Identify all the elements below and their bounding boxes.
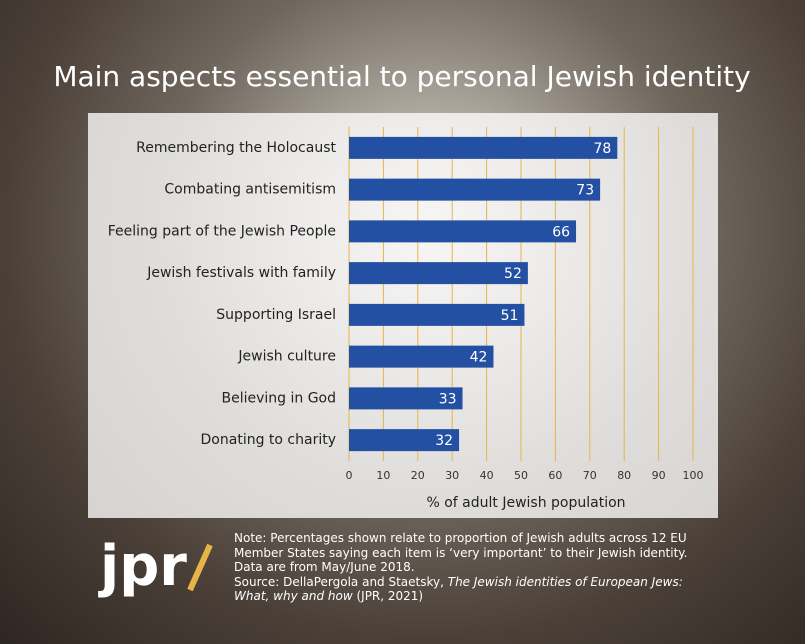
bar	[349, 387, 463, 410]
category-label: Supporting Israel	[216, 307, 336, 323]
bar	[349, 303, 525, 326]
chart-title: Main aspects essential to personal Jewis…	[53, 60, 750, 93]
value-label: 52	[504, 266, 522, 282]
source-suffix: (JPR, 2021)	[352, 589, 424, 603]
logo: jpr	[98, 534, 187, 599]
bar	[349, 262, 528, 285]
bar	[349, 178, 601, 201]
value-label: 33	[439, 391, 457, 407]
category-label: Believing in God	[221, 390, 336, 406]
category-label: Feeling part of the Jewish People	[108, 223, 336, 239]
x-tick-label: 20	[411, 469, 425, 482]
source-title: The Jewish identities of European Jews: …	[234, 574, 683, 604]
category-label: Remembering the Holocaust	[136, 140, 336, 156]
value-label: 51	[501, 308, 519, 324]
note-block: Note: Percentages shown relate to propor…	[234, 531, 714, 604]
value-label: 32	[435, 433, 453, 449]
x-tick-label: 60	[548, 469, 562, 482]
x-tick-label: 30	[445, 469, 459, 482]
value-label: 42	[470, 350, 488, 366]
x-tick-label: 70	[583, 469, 597, 482]
x-tick-label: 90	[652, 469, 666, 482]
x-axis-label: % of adult Jewish population	[426, 495, 625, 511]
bar	[349, 429, 460, 452]
category-label: Combating antisemitism	[164, 182, 336, 198]
bar	[349, 136, 618, 159]
note: Note: Percentages shown relate to propor…	[234, 531, 688, 574]
category-label: Donating to charity	[201, 432, 336, 448]
value-label: 78	[593, 141, 611, 157]
bar	[349, 345, 494, 368]
x-tick-label: 0	[346, 469, 353, 482]
source-prefix: Source: DellaPergola and Staetsky,	[234, 574, 448, 589]
x-tick-label: 80	[617, 469, 631, 482]
logo-slash	[187, 543, 213, 592]
x-tick-label: 100	[683, 469, 704, 482]
value-label: 66	[552, 224, 570, 240]
bar	[349, 220, 577, 243]
category-label: Jewish culture	[237, 349, 336, 365]
category-label: Jewish festivals with family	[146, 265, 336, 281]
x-tick-label: 40	[480, 469, 494, 482]
x-tick-label: 10	[376, 469, 390, 482]
value-label: 73	[576, 183, 594, 199]
x-tick-label: 50	[514, 469, 528, 482]
